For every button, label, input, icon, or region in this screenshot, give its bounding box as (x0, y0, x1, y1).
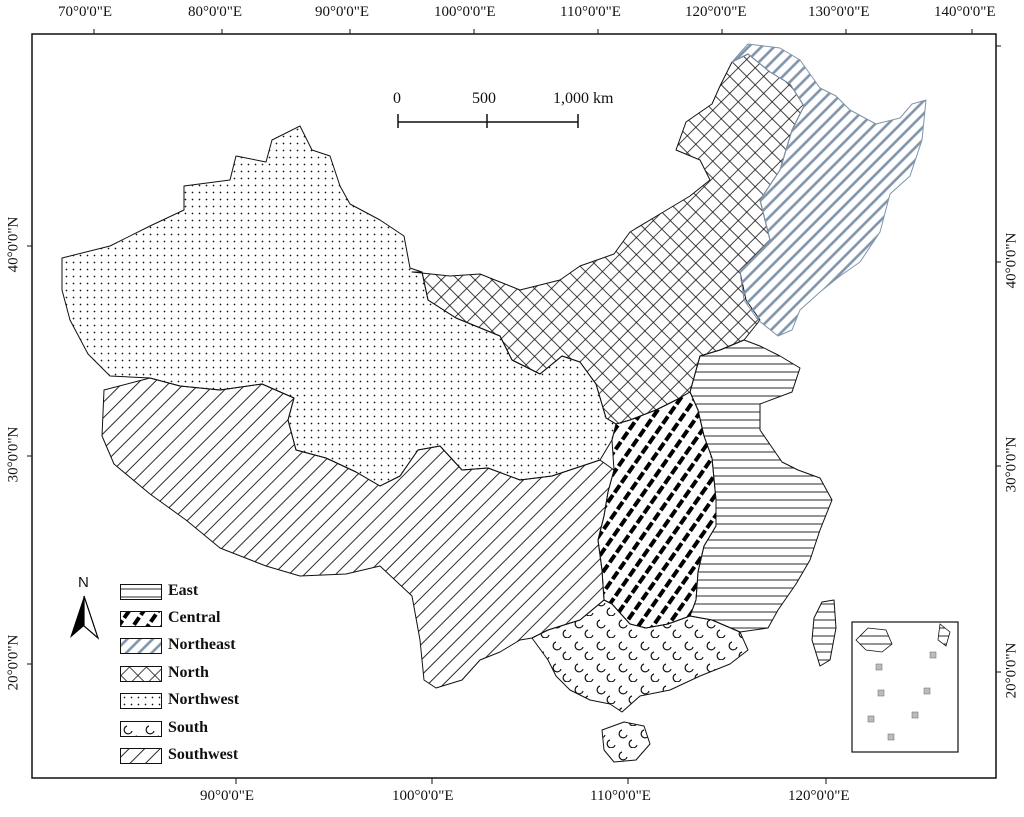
legend-label: Central (168, 609, 221, 626)
map-frame (31, 33, 997, 779)
right-lat-label: 20°0'0"N (1003, 642, 1020, 699)
scale-label-0: 0 (393, 90, 401, 107)
right-lat-label: 30°0'0"N (1003, 436, 1020, 493)
north-arrow-icon (70, 595, 100, 640)
legend-swatch-southwest (120, 748, 162, 764)
region-south-hainan (601, 721, 651, 763)
top-lon-label: 130°0'0"E (808, 4, 870, 20)
legend-swatch-north (120, 666, 162, 682)
north-arrow-label: N (78, 574, 89, 591)
legend-swatch-central (120, 611, 162, 627)
region-south (531, 599, 749, 713)
legend-label: Southwest (168, 746, 239, 763)
region-east (689, 339, 833, 633)
legend-label: East (168, 582, 199, 599)
top-lon-label: 100°0'0"E (434, 4, 496, 20)
legend-label: South (168, 719, 209, 736)
top-lon-label: 110°0'0"E (560, 4, 621, 20)
region-east-taiwan (811, 599, 837, 667)
legend-label: Northeast (168, 636, 236, 653)
right-lat-label: 40°0'0"N (1003, 232, 1020, 289)
side-ticks (27, 45, 1001, 673)
legend-swatch-northeast (120, 638, 162, 654)
top-lon-label: 90°0'0"E (315, 4, 369, 20)
left-lat-label: 30°0'0"N (5, 426, 22, 483)
legend-label: North (168, 664, 209, 681)
top-lon-label: 80°0'0"E (188, 4, 242, 20)
scale-label-1000: 1,000 km (553, 90, 614, 107)
bottom-lon-label: 110°0'0"E (590, 788, 651, 804)
south-china-sea-inset (851, 621, 959, 753)
left-lat-label: 20°0'0"N (5, 634, 22, 691)
left-lat-label: 40°0'0"N (5, 216, 22, 273)
region-northeast (731, 43, 927, 337)
legend-swatch-northwest (120, 693, 162, 709)
bottom-lon-label: 90°0'0"E (200, 788, 254, 804)
scale-bar (397, 114, 579, 128)
legend-swatch-east (120, 584, 162, 600)
legend-label: Northwest (168, 691, 240, 708)
bottom-ticks (235, 778, 827, 784)
top-lon-label: 70°0'0"E (58, 4, 112, 20)
top-lon-label: 120°0'0"E (685, 4, 747, 20)
scale-label-500: 500 (472, 90, 496, 107)
bottom-lon-label: 120°0'0"E (788, 788, 850, 804)
legend-swatch-south (120, 721, 162, 737)
top-lon-label: 140°0'0"E (934, 4, 996, 20)
bottom-lon-label: 100°0'0"E (392, 788, 454, 804)
top-ticks (93, 29, 973, 34)
